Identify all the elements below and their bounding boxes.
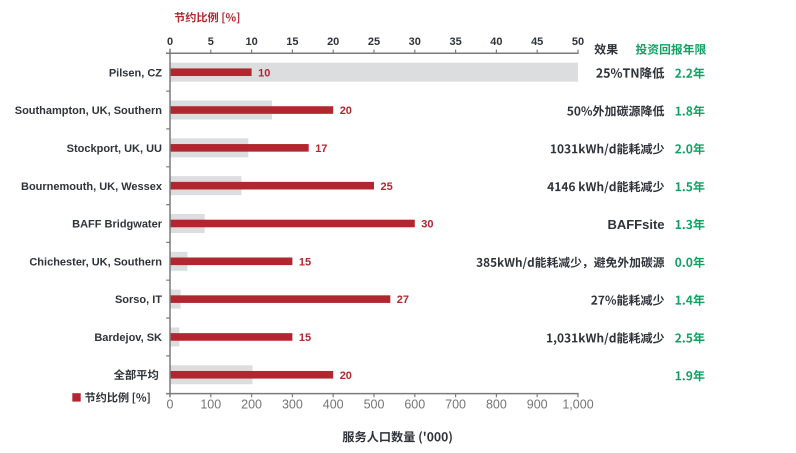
- svg-text:30: 30: [421, 219, 433, 231]
- svg-text:1,000: 1,000: [562, 397, 593, 411]
- svg-text:100: 100: [200, 397, 221, 411]
- svg-text:200: 200: [241, 397, 262, 411]
- svg-text:5: 5: [208, 36, 214, 48]
- svg-text:400: 400: [323, 397, 344, 411]
- svg-text:45: 45: [531, 36, 543, 48]
- svg-text:800: 800: [486, 397, 507, 411]
- svg-text:15: 15: [299, 332, 311, 344]
- svg-text:Chichester, UK, Southern: Chichester, UK, Southern: [29, 256, 162, 268]
- svg-text:Bardejov, SK: Bardejov, SK: [94, 332, 162, 344]
- svg-text:50: 50: [572, 36, 584, 48]
- svg-text:BAFF Bridgwater: BAFF Bridgwater: [72, 219, 163, 231]
- svg-text:25: 25: [368, 36, 380, 48]
- svg-text:700: 700: [445, 397, 466, 411]
- svg-text:0: 0: [167, 397, 174, 411]
- svg-text:35: 35: [449, 36, 461, 48]
- svg-text:Stockport, UK, UU: Stockport, UK, UU: [67, 143, 162, 155]
- svg-text:BAFFsite: BAFFsite: [607, 217, 664, 232]
- svg-text:27: 27: [397, 294, 409, 306]
- svg-text:30: 30: [409, 36, 421, 48]
- svg-text:25: 25: [381, 181, 393, 193]
- svg-text:15: 15: [286, 36, 298, 48]
- svg-text:20: 20: [327, 36, 339, 48]
- svg-text:900: 900: [527, 397, 548, 411]
- svg-text:Pilsen, CZ: Pilsen, CZ: [109, 67, 162, 79]
- svg-text:600: 600: [404, 397, 425, 411]
- svg-text:Southampton, UK, Southern: Southampton, UK, Southern: [15, 105, 163, 117]
- svg-text:300: 300: [282, 397, 303, 411]
- svg-text:20: 20: [340, 105, 352, 117]
- svg-text:15: 15: [299, 256, 311, 268]
- svg-text:500: 500: [364, 397, 385, 411]
- svg-text:Sorso, IT: Sorso, IT: [115, 294, 162, 306]
- svg-text:20: 20: [340, 370, 352, 382]
- svg-text:40: 40: [490, 36, 502, 48]
- svg-text:17: 17: [315, 143, 327, 155]
- svg-text:10: 10: [258, 67, 270, 79]
- svg-text:0: 0: [167, 36, 173, 48]
- svg-text:10: 10: [245, 36, 257, 48]
- svg-text:Bournemouth, UK, Wessex: Bournemouth, UK, Wessex: [21, 181, 163, 193]
